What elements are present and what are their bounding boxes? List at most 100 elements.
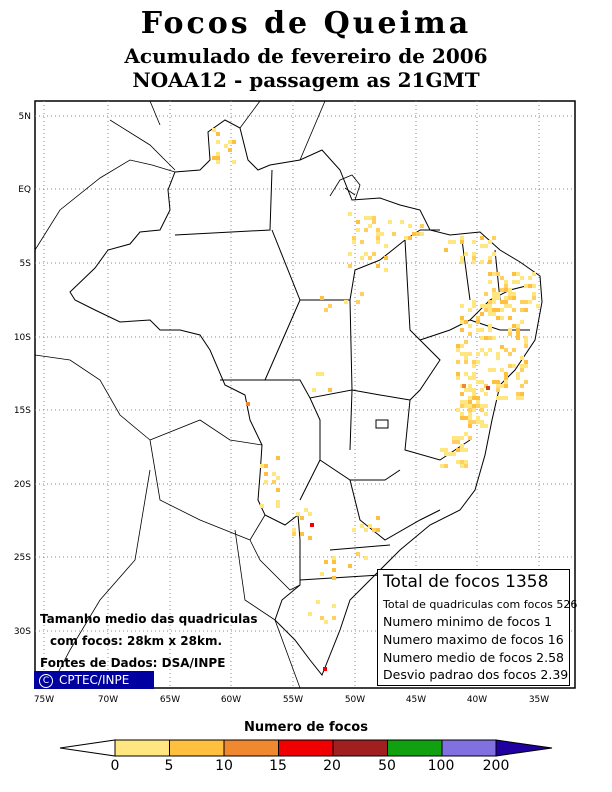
neighbour-borders	[34, 100, 361, 689]
lon-label: 75W	[34, 695, 54, 705]
fire-cell	[472, 260, 476, 264]
fire-cell	[368, 224, 372, 228]
border-north	[34, 100, 326, 251]
fire-cell	[508, 316, 512, 320]
fire-cell	[476, 328, 480, 332]
fire-cell	[524, 308, 528, 312]
lat-label: 25S	[14, 553, 31, 563]
fire-cell	[492, 236, 496, 240]
fire-cell	[376, 236, 380, 240]
fire-cell	[332, 556, 336, 560]
fire-cell	[520, 384, 524, 388]
fire-cell	[476, 420, 480, 424]
fire-cell	[372, 220, 376, 224]
fire-cell	[472, 364, 476, 368]
fire-cell	[384, 268, 388, 272]
fire-cell	[460, 260, 464, 264]
legend-label: 5	[165, 758, 174, 774]
fire-cell	[476, 404, 480, 408]
fire-cell	[320, 616, 324, 620]
fire-cell	[496, 356, 500, 360]
fire-cell	[308, 536, 312, 540]
fire-cell	[260, 504, 264, 508]
fire-cell	[452, 440, 456, 444]
fire-cell	[460, 404, 464, 408]
fire-cell	[480, 304, 484, 308]
fire-cell	[216, 132, 220, 136]
fire-cell	[488, 260, 492, 264]
fire-cell	[348, 264, 352, 268]
fire-cell	[524, 336, 528, 340]
fire-cell	[496, 292, 500, 296]
fire-cell	[516, 396, 520, 400]
note-cell-size: Tamanho medio das quadriculas	[40, 612, 258, 626]
fire-cell	[532, 292, 536, 296]
legend-swatch	[114, 739, 170, 757]
fire-cell	[376, 240, 380, 244]
fire-cell	[488, 280, 492, 284]
fire-cell	[412, 232, 416, 236]
fire-cell	[476, 320, 480, 324]
lon-label: 45W	[406, 695, 426, 705]
fire-cell	[460, 240, 464, 244]
fire-cell	[468, 420, 472, 424]
fire-cell	[460, 344, 464, 348]
fire-cell	[384, 256, 388, 260]
fire-cell	[484, 352, 488, 356]
fire-cell	[492, 292, 496, 296]
fire-cell	[480, 388, 484, 392]
min-fires: Numero minimo de focos 1	[383, 614, 553, 629]
fire-cell	[492, 312, 496, 316]
lat-label: EQ	[18, 185, 31, 195]
fire-cell	[472, 392, 476, 396]
fire-cell	[532, 272, 536, 276]
statistics-box: Total de focos 1358 Total de quadriculas…	[377, 569, 577, 686]
fire-cell	[508, 288, 512, 292]
fire-cell	[316, 600, 320, 604]
fire-cell	[488, 328, 492, 332]
fire-cell	[444, 248, 448, 252]
fire-cell	[488, 240, 492, 244]
fire-cell	[504, 304, 508, 308]
fire-cell	[356, 228, 360, 232]
legend-swatch	[441, 739, 497, 757]
map-title: Focos de Queima	[140, 6, 472, 41]
fire-cell	[516, 376, 520, 380]
fire-cell	[332, 616, 336, 620]
fire-cell	[476, 396, 480, 400]
fire-cell-high	[246, 402, 250, 406]
total-fires: Total de focos 1358	[383, 572, 549, 592]
fire-cell	[276, 488, 280, 492]
fire-cell	[488, 312, 492, 316]
fire-cell	[328, 388, 332, 392]
fire-cell	[492, 380, 496, 384]
fire-cell	[480, 328, 484, 332]
max-fires: Numero maximo de focos 16	[383, 632, 564, 647]
fire-cell	[456, 460, 460, 464]
fire-cell	[408, 224, 412, 228]
fire-cell	[476, 352, 480, 356]
fire-cell	[456, 372, 460, 376]
fire-cell	[512, 280, 516, 284]
fire-cell	[484, 392, 488, 396]
fire-cell	[536, 304, 540, 308]
legend-arrow-low	[59, 739, 116, 757]
fire-cell	[328, 304, 332, 308]
lat-label: 5N	[19, 112, 31, 122]
fire-cell	[468, 436, 472, 440]
fire-cell	[500, 384, 504, 388]
fire-cell	[224, 144, 228, 148]
fire-cell	[264, 464, 268, 468]
fire-cell	[524, 344, 528, 348]
color-legend: 0 5 10 15 20 50 100 200	[59, 739, 553, 774]
fire-cell	[228, 148, 232, 152]
legend-swatch	[223, 739, 279, 757]
fire-cell	[496, 380, 500, 384]
fire-cell	[444, 448, 448, 452]
fire-cell	[480, 260, 484, 264]
legend-label: 100	[428, 758, 455, 774]
fire-cell	[420, 232, 424, 236]
fire-cell-high	[500, 345, 504, 349]
lat-label: 5S	[20, 259, 32, 269]
fire-cell	[324, 308, 328, 312]
